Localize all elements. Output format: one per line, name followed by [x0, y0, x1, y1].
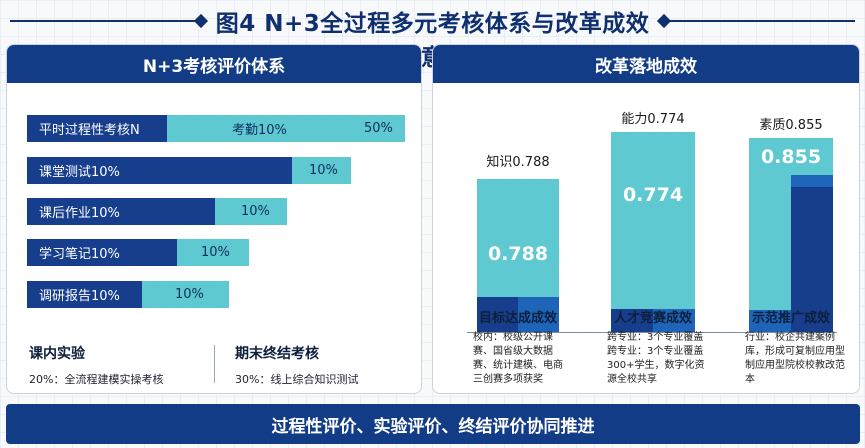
bar-class-test-percent: 10%: [309, 163, 338, 178]
title-rule-right: [665, 20, 855, 22]
reform-results-header: 改革落地成效: [433, 45, 859, 83]
bar-process-percent: 50%: [364, 121, 393, 136]
reform-results-panel: 改革落地成效 知识0.788 0.788 能力0.774 0.774 素质0.8…: [432, 44, 860, 394]
col-ability-base-right: [653, 309, 695, 332]
final-assessment-desc: 30%：线上综合知识测试: [235, 373, 359, 386]
category-competition: 人才竞赛成效: [613, 311, 692, 326]
desc-demonstration: 行业：校企共建案例库，形成可复制应用型制应用型院校校教改范本: [745, 332, 845, 385]
col-knowledge-top-label: 知识0.788: [486, 155, 550, 170]
col-quality-base-left: [749, 310, 791, 332]
col-quality-top-label: 素质0.855: [759, 118, 823, 133]
bar-class-test: 课堂测试10% 10%: [27, 157, 351, 184]
col-knowledge-teal: [477, 179, 559, 297]
col-quality-value: 0.855: [760, 146, 822, 168]
bar-homework: 课后作业10% 10%: [27, 198, 287, 225]
col-knowledge: 0.788: [477, 179, 559, 332]
assessment-system-header: N+3考核评价体系: [7, 45, 421, 83]
lab-assessment-desc: 20%：全流程建模实操考核: [29, 373, 164, 386]
final-assessment-block: 期末终结考核 30%：线上综合知识测试: [235, 343, 358, 387]
chart-baseline: [467, 332, 837, 333]
lab-assessment-title: 课内实验: [29, 346, 85, 362]
bar-notes-percent: 10%: [201, 245, 230, 260]
col-ability-top-label: 能力0.774: [621, 112, 685, 127]
bar-notes-label: 学习笔记10%: [27, 239, 177, 266]
sub-divider: [214, 345, 215, 383]
bar-research-report-label: 调研报告10%: [27, 281, 142, 308]
bar-process-assessment-label: 平时过程性考核N: [27, 115, 167, 142]
col-knowledge-value: 0.788: [487, 243, 549, 265]
final-assessment-title: 期末终结考核: [235, 346, 319, 362]
col-quality-dark: [791, 175, 833, 332]
category-goal: 目标达成成效: [478, 311, 557, 326]
col-quality: 0.855: [749, 138, 833, 332]
assessment-system-panel: N+3考核评价体系 平时过程性考核N 考勤10% 50% 课堂测试10% 10%…: [6, 44, 422, 394]
bar-class-test-label: 课堂测试10%: [27, 157, 292, 184]
col-quality-dark-cap: [791, 175, 833, 187]
lab-assessment-block: 课内实验 20%：全流程建模实操考核: [29, 343, 163, 387]
bar-homework-label: 课后作业10%: [27, 198, 215, 225]
bar-homework-percent: 10%: [241, 204, 270, 219]
title-area: 图4 N+3全过程多元考核体系与改革成效示意图: [0, 2, 865, 71]
bar-research-report-percent: 10%: [175, 287, 204, 302]
col-ability-teal: [611, 132, 695, 309]
bar-process-assessment: 平时过程性考核N 考勤10% 50%: [27, 115, 405, 142]
category-demonstration: 示范推广成效: [751, 311, 830, 326]
desc-competition: 跨专业：3个专业覆盖跨专业：3个专业覆盖300+学生，数字化资源全校共享: [607, 332, 705, 385]
col-knowledge-base-right: [518, 297, 559, 332]
footer-banner: 过程性评价、实验评价、终结评价协同推进: [6, 404, 860, 444]
title-rule-left: [10, 20, 200, 22]
col-ability: 0.774: [611, 132, 695, 332]
bar-attendance-text: 考勤10%: [232, 123, 287, 138]
desc-goal: 校内：校级公开课赛、国省级大数据赛、统计建模、电商三创赛多项获奖: [473, 332, 563, 385]
col-ability-value: 0.774: [622, 184, 684, 206]
bar-research-report: 调研报告10% 10%: [27, 281, 229, 308]
bar-notes: 学习笔记10% 10%: [27, 239, 249, 266]
